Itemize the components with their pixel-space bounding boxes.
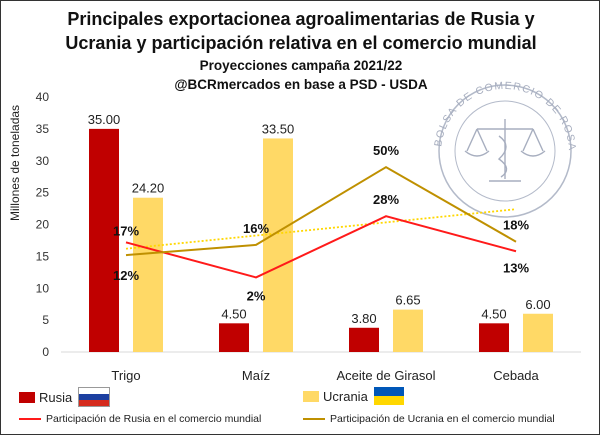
y-tick-label: 0: [42, 345, 49, 359]
bar-rusia: [349, 327, 379, 352]
bar-rusia: [479, 323, 509, 352]
pct-label-rusia: 13%: [503, 260, 529, 275]
legend-item-ucrania: Ucrania: [303, 387, 404, 405]
x-tick-label: Cebada: [493, 368, 539, 383]
y-tick-label: 15: [36, 249, 50, 263]
legend-swatch-ucrania: [303, 390, 319, 402]
pct-label-ucrania: 18%: [503, 218, 529, 233]
bar-ucrania: [133, 197, 163, 352]
bar-ucrania: [263, 138, 293, 352]
legend-line-ucrania: [303, 418, 325, 420]
line-rusia: [125, 215, 517, 279]
bar-rusia: [219, 323, 249, 352]
bar-value-label: 35.00: [88, 112, 121, 127]
legend-label-line-ucrania: Participación de Ucrania en el comercio …: [330, 413, 555, 425]
y-tick-label: 20: [36, 218, 50, 232]
bar-ucrania: [393, 309, 423, 352]
pct-label-rusia: 2%: [247, 288, 266, 303]
legend-label-line-rusia: Participación de Rusia en el comercio mu…: [46, 413, 262, 425]
x-tick-label: Trigo: [111, 368, 140, 383]
y-tick-label: 10: [36, 281, 50, 295]
x-tick-label: Maíz: [242, 368, 270, 383]
bar-value-label: 6.65: [395, 293, 420, 308]
x-tick-label: Aceite de Girasol: [337, 368, 436, 383]
bar-value-label: 6.00: [525, 297, 550, 312]
chart-plot: BOLSA DE COMERCIO DE ROSARIO Millones de…: [1, 1, 581, 383]
y-tick-label: 5: [42, 313, 49, 327]
legend-swatch-rusia: [19, 391, 35, 403]
pct-label-rusia: 17%: [113, 223, 139, 238]
russia-flag-icon: [78, 387, 111, 407]
bar-value-label: 4.50: [221, 306, 246, 321]
y-tick-label: 25: [36, 186, 50, 200]
chart-subtitle-line2: @BCRmercados en base a PSD - USDA: [174, 77, 428, 92]
line-ucrania: [125, 165, 517, 257]
legend: Rusia Ucrania Participación de Rusia en …: [1, 385, 600, 435]
ukraine-flag-icon: [373, 387, 404, 405]
pct-label-ucrania: 50%: [373, 143, 399, 158]
legend-line-rusia: [19, 418, 41, 420]
pct-label-ucrania: 16%: [243, 221, 269, 236]
legend-item-line-ucrania: Participación de Ucrania en el comercio …: [303, 413, 555, 425]
bar-value-label: 4.50: [481, 306, 506, 321]
legend-item-line-rusia: Participación de Rusia en el comercio mu…: [19, 413, 261, 425]
y-tick-label: 30: [36, 154, 50, 168]
chart-title-line1: Principales exportacionea agroalimentari…: [67, 9, 535, 29]
scales-icon: [464, 119, 546, 182]
bar-value-label: 3.80: [351, 311, 376, 326]
y-tick-label: 40: [36, 90, 50, 104]
chart-title-line2: Ucrania y participación relativa en el c…: [65, 33, 537, 53]
y-tick-label: 35: [36, 122, 50, 136]
bar-value-label: 24.20: [132, 181, 165, 196]
bar-value-label: 33.50: [262, 121, 295, 136]
y-axis-label: Millones de toneladas: [8, 105, 22, 221]
bar-ucrania: [523, 313, 553, 352]
pct-label-ucrania: 12%: [113, 268, 139, 283]
bar-rusia: [89, 128, 119, 352]
legend-label-ucrania: Ucrania: [323, 388, 368, 404]
trendline-ucrania: [125, 208, 517, 250]
legend-item-rusia: Rusia: [19, 387, 111, 407]
legend-label-rusia: Rusia: [39, 389, 73, 405]
pct-label-rusia: 28%: [373, 192, 399, 207]
chart-subtitle-line1: Proyecciones campaña 2021/22: [199, 58, 403, 73]
